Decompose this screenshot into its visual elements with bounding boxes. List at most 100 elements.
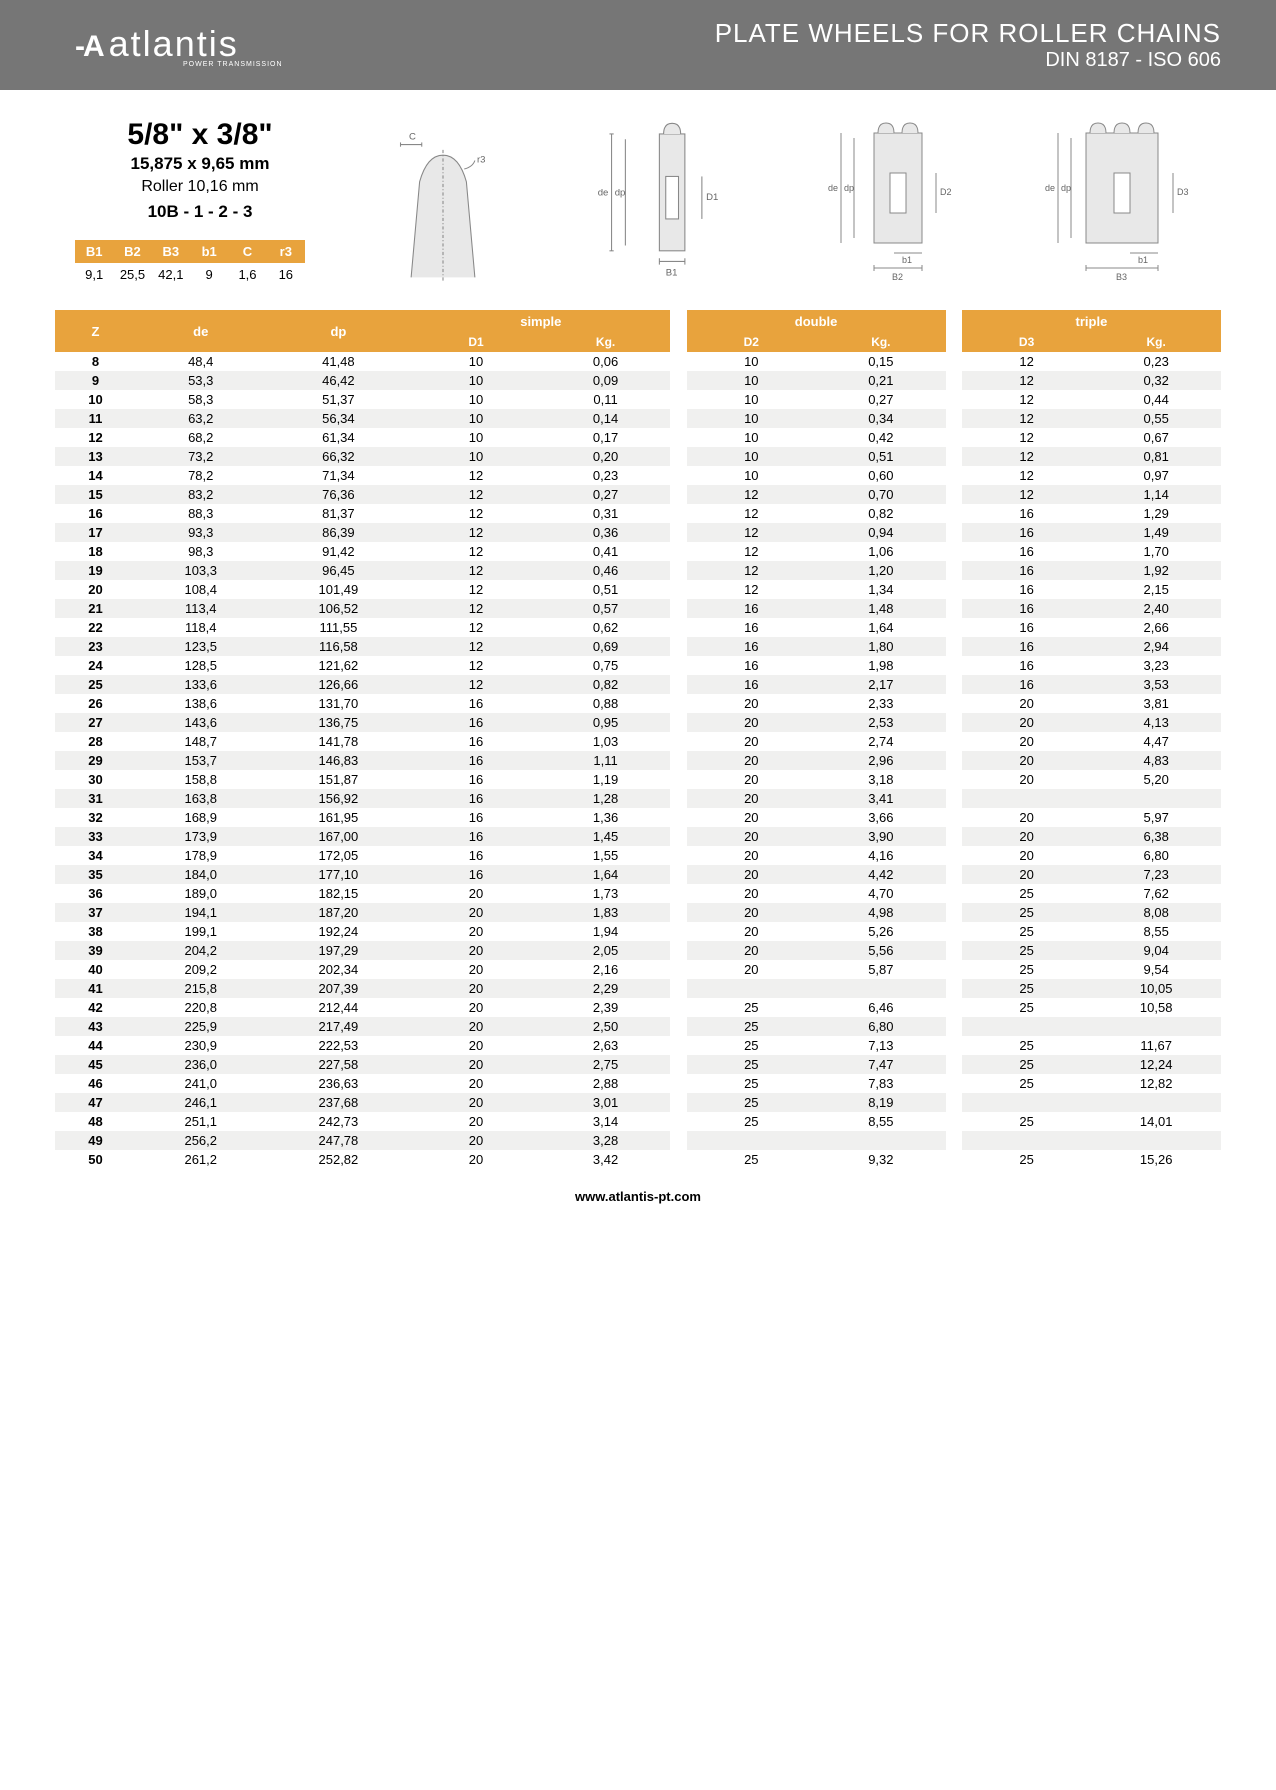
table-cell: 0,17 [541,428,671,447]
table-cell: 16 [687,637,817,656]
table-cell [946,428,962,447]
table-cell: 1,55 [541,846,671,865]
table-cell: 5,20 [1091,770,1221,789]
table-cell: 20 [962,808,1092,827]
table-cell: 20 [411,1036,541,1055]
table-cell: 44 [55,1036,136,1055]
table-row: 40209,2202,34202,16205,87259,54 [55,960,1221,979]
table-cell: 12 [411,485,541,504]
table-cell: 86,39 [266,523,412,542]
table-row: 26138,6131,70160,88202,33203,81 [55,694,1221,713]
table-cell: 202,34 [266,960,412,979]
table-cell: 163,8 [136,789,266,808]
svg-text:de: de [828,183,838,193]
svg-text:C: C [409,131,416,142]
table-cell: 251,1 [136,1112,266,1131]
table-cell: 108,4 [136,580,266,599]
table-cell: 25 [962,903,1092,922]
table-cell: 56,34 [266,409,412,428]
table-cell [946,732,962,751]
table-cell: 2,66 [1091,618,1221,637]
table-cell [946,561,962,580]
table-cell [670,922,686,941]
table-row: 49256,2247,78203,28 [55,1131,1221,1150]
table-cell: 143,6 [136,713,266,732]
table-cell: 0,62 [541,618,671,637]
table-cell: 22 [55,618,136,637]
table-row: 32168,9161,95161,36203,66205,97 [55,808,1221,827]
svg-text:de: de [598,188,609,199]
table-cell: 9,54 [1091,960,1221,979]
table-cell: 252,82 [266,1150,412,1169]
table-cell: 2,53 [816,713,946,732]
table-cell: 20 [962,751,1092,770]
svg-text:D3: D3 [1177,187,1189,197]
table-cell [962,1093,1092,1112]
table-cell: 237,68 [266,1093,412,1112]
table-cell: 71,34 [266,466,412,485]
table-cell: 5,97 [1091,808,1221,827]
table-cell: 2,17 [816,675,946,694]
table-cell [946,466,962,485]
mini-td: 1,6 [228,263,266,286]
table-row: 44230,9222,53202,63257,132511,67 [55,1036,1221,1055]
table-cell [670,580,686,599]
table-cell: 37 [55,903,136,922]
table-cell [946,352,962,371]
table-cell: 91,42 [266,542,412,561]
table-cell: 230,9 [136,1036,266,1055]
table-cell: 10 [687,390,817,409]
table-cell: 151,87 [266,770,412,789]
table-cell [816,979,946,998]
mini-td: 9,1 [75,263,113,286]
table-cell: 0,27 [541,485,671,504]
table-cell: 20 [411,1074,541,1093]
table-cell: 116,58 [266,637,412,656]
table-cell: 48,4 [136,352,266,371]
table-cell: 128,5 [136,656,266,675]
table-row: 50261,2252,82203,42259,322515,26 [55,1150,1221,1169]
table-cell: 242,73 [266,1112,412,1131]
table-cell [670,713,686,732]
header-bar: -A atlantis POWER TRANSMISSION PLATE WHE… [0,0,1276,90]
table-cell: 4,98 [816,903,946,922]
logo-block: -A atlantis POWER TRANSMISSION [75,23,283,68]
table-cell: 98,3 [136,542,266,561]
table-row: 1268,261,34100,17100,42120,67 [55,428,1221,447]
table-cell [670,390,686,409]
table-cell: 236,63 [266,1074,412,1093]
table-cell [670,732,686,751]
table-cell: 12 [411,656,541,675]
table-cell [670,694,686,713]
table-cell: 133,6 [136,675,266,694]
table-cell [670,352,686,371]
table-cell: 11 [55,409,136,428]
table-cell: 50 [55,1150,136,1169]
table-cell: 0,31 [541,504,671,523]
table-cell: 16 [411,694,541,713]
table-cell: 161,95 [266,808,412,827]
table-cell: 20 [411,1112,541,1131]
table-cell: 20 [962,846,1092,865]
svg-text:B3: B3 [1116,272,1127,282]
mini-td: 42,1 [152,263,190,286]
th-double: double [687,310,946,332]
table-cell: 184,0 [136,865,266,884]
table-cell: 25 [962,941,1092,960]
table-cell: 16 [411,789,541,808]
table-cell: 1,34 [816,580,946,599]
table-cell: 2,88 [541,1074,671,1093]
diagram-double: de dp D2 b1 B2 [801,118,991,288]
table-cell [946,770,962,789]
table-cell [946,979,962,998]
table-cell: 0,09 [541,371,671,390]
table-cell [946,789,962,808]
table-cell: 12 [962,447,1092,466]
table-cell [946,542,962,561]
table-cell [946,1131,962,1150]
table-cell: 2,29 [541,979,671,998]
table-cell: 28 [55,732,136,751]
table-cell: 16 [55,504,136,523]
table-cell: 18 [55,542,136,561]
table-row: 48251,1242,73203,14258,552514,01 [55,1112,1221,1131]
